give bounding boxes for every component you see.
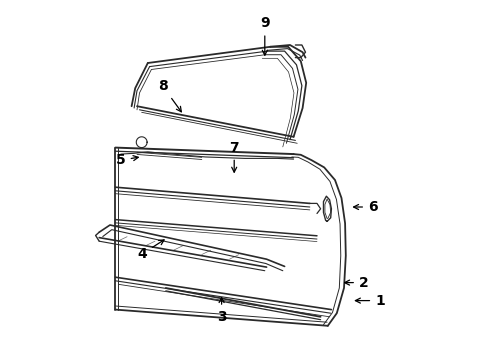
Text: 2: 2 [344, 276, 368, 289]
Text: 5: 5 [116, 153, 138, 167]
Text: 8: 8 [158, 80, 181, 112]
Text: 9: 9 [260, 17, 270, 55]
Text: 3: 3 [217, 298, 226, 324]
Text: 7: 7 [229, 141, 239, 172]
Text: 1: 1 [355, 294, 385, 307]
Text: 6: 6 [354, 200, 378, 214]
Text: 4: 4 [138, 240, 164, 261]
